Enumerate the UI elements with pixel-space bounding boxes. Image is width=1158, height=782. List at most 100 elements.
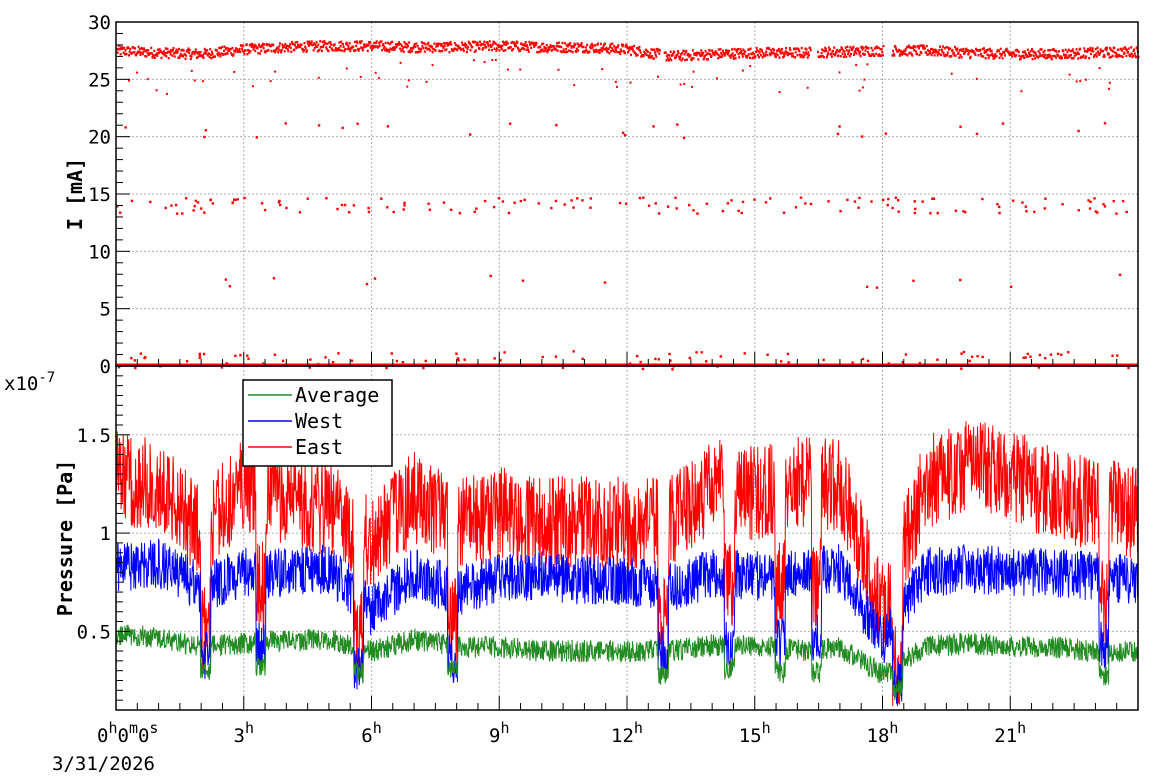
current-point bbox=[391, 40, 394, 44]
current-point bbox=[1014, 49, 1017, 52]
current-point bbox=[1082, 54, 1085, 57]
current-point bbox=[709, 53, 712, 56]
current-point bbox=[419, 49, 422, 53]
current-point bbox=[943, 54, 946, 57]
current-point bbox=[1097, 50, 1100, 53]
current-point bbox=[1115, 53, 1118, 56]
current-point bbox=[349, 49, 352, 53]
current-point bbox=[523, 198, 526, 202]
current-point bbox=[1042, 51, 1045, 54]
x-origin-unit: m bbox=[129, 719, 138, 737]
current-point bbox=[863, 53, 866, 56]
current-point bbox=[143, 48, 146, 52]
current-point bbox=[388, 42, 391, 46]
current-point bbox=[416, 45, 419, 48]
current-point bbox=[723, 54, 726, 57]
current-point bbox=[887, 197, 890, 201]
current-point bbox=[589, 47, 592, 50]
current-point bbox=[360, 40, 363, 43]
current-point bbox=[693, 53, 696, 57]
current-point bbox=[581, 45, 584, 49]
current-point bbox=[1037, 50, 1040, 53]
current-point bbox=[735, 48, 738, 52]
current-point bbox=[691, 85, 694, 88]
current-point bbox=[1003, 54, 1006, 57]
current-point bbox=[948, 55, 951, 58]
x-tick-label: 18h bbox=[867, 719, 899, 747]
current-point bbox=[684, 58, 687, 62]
current-point bbox=[841, 47, 844, 50]
current-point bbox=[497, 196, 501, 200]
current-point bbox=[616, 46, 619, 49]
current-point bbox=[506, 42, 509, 45]
current-point bbox=[545, 43, 548, 47]
current-point bbox=[407, 79, 410, 82]
current-point bbox=[865, 45, 868, 49]
current-point bbox=[909, 51, 912, 54]
current-point bbox=[673, 50, 676, 54]
current-point bbox=[296, 40, 299, 44]
current-point bbox=[1000, 54, 1003, 57]
current-point bbox=[945, 53, 948, 57]
current-point bbox=[1110, 55, 1113, 59]
current-point bbox=[420, 41, 423, 44]
current-point bbox=[390, 41, 393, 44]
current-point bbox=[1058, 50, 1061, 53]
current-point bbox=[877, 46, 880, 50]
current-point bbox=[402, 46, 405, 49]
current-point bbox=[160, 56, 163, 60]
current-point bbox=[382, 42, 385, 46]
current-point bbox=[162, 51, 165, 55]
current-point bbox=[501, 44, 504, 48]
current-point bbox=[825, 49, 828, 53]
current-point bbox=[119, 53, 122, 56]
current-point bbox=[456, 48, 459, 51]
current-point bbox=[835, 51, 838, 54]
current-point bbox=[391, 46, 394, 50]
current-point bbox=[838, 50, 841, 53]
x-origin-part: 0 bbox=[138, 725, 149, 747]
current-point bbox=[462, 47, 465, 51]
current-point bbox=[781, 51, 784, 54]
current-point bbox=[294, 41, 297, 44]
current-point bbox=[1064, 48, 1067, 52]
current-point bbox=[223, 49, 226, 53]
current-point bbox=[793, 47, 796, 50]
current-point bbox=[734, 54, 737, 57]
current-point bbox=[753, 53, 756, 56]
current-point bbox=[401, 360, 405, 364]
current-point bbox=[1088, 48, 1091, 52]
current-point bbox=[304, 45, 307, 49]
current-point bbox=[339, 45, 342, 48]
current-point bbox=[156, 54, 159, 57]
current-point bbox=[906, 54, 909, 57]
current-point bbox=[346, 43, 349, 46]
current-point bbox=[532, 41, 535, 45]
current-point bbox=[317, 43, 320, 46]
current-point bbox=[969, 55, 972, 58]
current-point bbox=[939, 45, 942, 48]
current-point bbox=[420, 47, 423, 51]
current-point bbox=[139, 352, 143, 355]
current-point bbox=[893, 54, 896, 57]
current-point bbox=[957, 51, 960, 54]
current-point bbox=[1125, 48, 1128, 52]
current-point bbox=[618, 201, 622, 205]
current-point bbox=[324, 356, 327, 359]
current-point bbox=[683, 82, 686, 85]
current-point bbox=[316, 50, 319, 53]
current-point bbox=[195, 50, 198, 54]
current-point bbox=[422, 366, 425, 370]
current-point bbox=[881, 51, 884, 54]
current-point bbox=[754, 55, 757, 58]
current-point bbox=[475, 43, 478, 47]
current-point bbox=[116, 205, 119, 208]
current-point bbox=[691, 57, 694, 60]
current-point bbox=[145, 55, 148, 58]
current-point bbox=[697, 58, 700, 61]
current-point bbox=[752, 56, 755, 59]
current-point bbox=[183, 53, 186, 56]
current-point bbox=[695, 351, 698, 354]
current-point bbox=[1025, 210, 1028, 213]
